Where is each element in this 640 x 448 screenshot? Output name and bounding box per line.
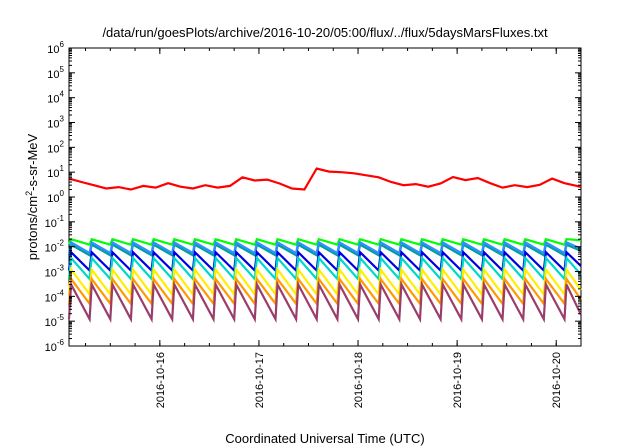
x-axis: 2016-10-16 2016-10-17 2016-10-18 2016-10-19… [85,48,563,408]
y-tick-exponent: -1 [57,214,65,223]
y-tick-label: 100 [47,189,64,205]
y-tick-base: 10 [47,168,59,180]
y-tick-label: 10-2 [45,239,65,255]
y-tick-label: 102 [47,139,64,155]
series-layer [67,167,582,324]
y-tick-label: 10-5 [45,313,65,329]
y-axis-label-sup: 2 [24,191,34,196]
x-tick-label: 2016-10-16 [155,352,167,408]
y-tick-exponent: 2 [60,139,65,148]
x-tick-label: 2016-10-18 [353,352,365,408]
y-tick-exponent: -3 [57,264,65,273]
y-tick-label: 10-4 [45,288,65,304]
y-tick-label: 10-6 [45,338,65,354]
y-axis-label-base: protons/cm [25,196,40,260]
chart-title: /data/run/goesPlots/archive/2016-10-20/0… [102,25,548,40]
y-tick-exponent: 1 [60,164,65,173]
y-tick-exponent: -6 [57,338,65,347]
y-tick-base: 10 [47,193,59,205]
y-tick-base: 10 [47,94,59,106]
y-tick-label: 106 [47,40,64,56]
y-tick-exponent: -5 [57,313,65,322]
y-axis-label: protons/cm2-s-sr-MeV [24,133,40,260]
series-line-8 [67,280,582,324]
y-tick-label: 10-3 [45,264,65,280]
x-tick-label: 2016-10-19 [452,352,464,408]
y-tick-exponent: 5 [60,65,65,74]
x-tick-label: 2016-10-20 [551,352,563,408]
y-tick-label: 105 [47,65,64,81]
y-tick-base: 10 [45,243,57,255]
y-axis-label-rest: -s-sr-MeV [25,133,40,190]
y-tick-label: 101 [47,164,64,180]
y-tick-base: 10 [45,292,57,304]
y-tick-base: 10 [47,119,59,131]
y-tick-base: 10 [45,218,57,230]
x-tick-label: 2016-10-17 [254,352,266,408]
y-tick-exponent: 4 [60,90,65,99]
y-tick-base: 10 [47,44,59,56]
y-tick-label: 103 [47,115,64,131]
y-tick-base: 10 [45,317,57,329]
y-tick-base: 10 [45,268,57,280]
y-tick-base: 10 [47,69,59,81]
y-tick-exponent: 3 [60,115,65,124]
y-tick-label: 10-1 [45,214,65,230]
y-tick-exponent: 0 [60,189,65,198]
y-tick-exponent: 6 [60,40,65,49]
y-axis: 10-610-510-410-310-210-11001011021031041… [45,40,581,354]
y-tick-label: 104 [47,90,64,106]
y-tick-base: 10 [47,143,59,155]
y-tick-base: 10 [45,342,57,354]
series-line-1 [67,237,582,247]
series-line-0 [68,167,582,191]
y-tick-exponent: -4 [57,288,65,297]
y-tick-exponent: -2 [57,239,65,248]
series-line-5 [67,255,582,282]
series-line-3 [67,240,582,255]
x-axis-label: Coordinated Universal Time (UTC) [225,431,424,446]
